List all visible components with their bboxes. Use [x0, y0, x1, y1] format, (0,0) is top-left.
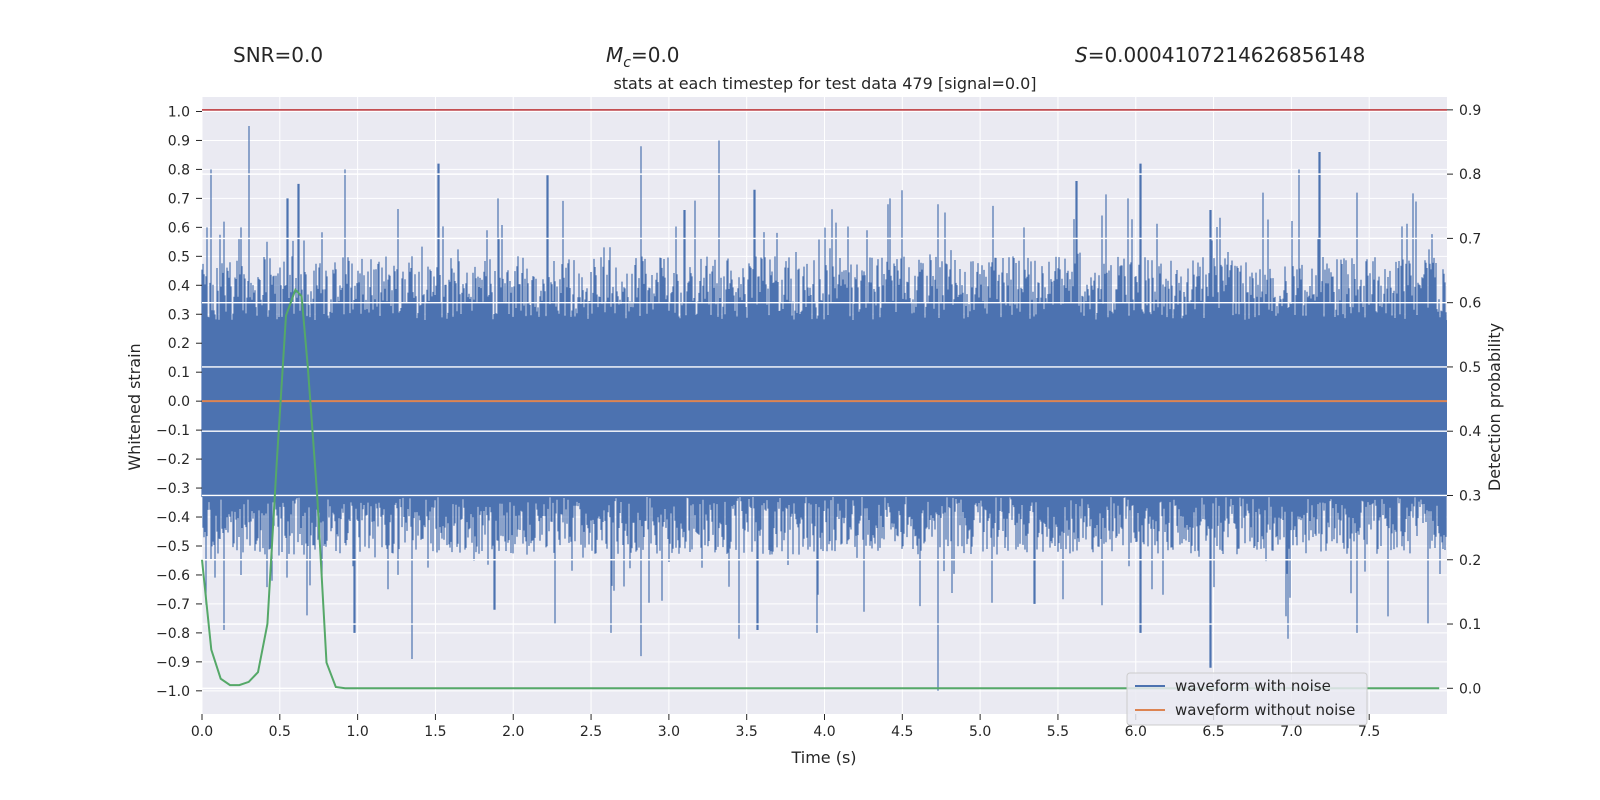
y-right-tick-label: 0.5 [1459, 360, 1481, 376]
x-tick-label: 7.5 [1358, 724, 1380, 740]
x-tick-label: 6.0 [1125, 724, 1147, 740]
legend: waveform with noise waveform without noi… [1126, 672, 1368, 726]
y-left-tick-label: −1.0 [156, 684, 190, 700]
chirp-mass-subscript: c [623, 55, 631, 71]
x-tick-label: 0.0 [191, 724, 213, 740]
y-right-tick-label: 0.0 [1459, 681, 1481, 697]
y-right-tick-label: 0.3 [1459, 488, 1481, 504]
y-left-tick-label: −0.3 [156, 481, 190, 497]
y-left-tick-label: 0.7 [168, 191, 190, 207]
y-left-tick-label: 0.3 [168, 307, 190, 323]
y-left-tick-label: 0.6 [168, 220, 190, 236]
y-left-tick-label: −0.2 [156, 452, 190, 468]
x-tick-label: 4.0 [813, 724, 835, 740]
y-left-tick-label: −0.5 [156, 539, 190, 555]
legend-box [1126, 672, 1368, 726]
s-value: =0.0004107214626856148 [1088, 43, 1366, 67]
x-axis: 0.0 0.5 1.0 1.5 2.0 2.5 3.0 3.5 4.0 4.5 5.0 5.5 6.0 6… [191, 714, 1380, 740]
chirp-mass-symbol: M [606, 43, 623, 67]
y-left-tick-label: −0.9 [156, 655, 190, 671]
y-axis-right: 0.9 0.8 0.7 0.6 0.5 0.4 0.3 0.2 0.1 0.0 [1447, 103, 1481, 697]
x-tick-label: 2.0 [502, 724, 524, 740]
y-axis-left-label: Whitened strain [125, 343, 144, 470]
chirp-mass-stat: Mc=0.0 [606, 43, 680, 71]
chirp-mass-value: =0.0 [631, 43, 680, 67]
snr-stat: SNR=0.0 [233, 43, 323, 67]
x-tick-label: 3.5 [736, 724, 758, 740]
noise-waveform-series [201, 126, 1447, 691]
y-left-tick-label: 0.4 [168, 278, 190, 294]
y-left-tick-label: 0.0 [168, 394, 190, 410]
y-left-tick-label: −0.8 [156, 626, 190, 642]
y-left-tick-label: 0.9 [168, 133, 190, 149]
x-tick-label: 5.0 [969, 724, 991, 740]
y-right-tick-label: 0.8 [1459, 167, 1481, 183]
x-tick-label: 7.0 [1280, 724, 1302, 740]
probability-line [201, 287, 1440, 690]
y-right-tick-label: 0.4 [1459, 424, 1481, 440]
x-tick-label: 5.5 [1047, 724, 1069, 740]
y-right-tick-label: 0.2 [1459, 553, 1481, 569]
probability-series [201, 287, 1440, 690]
x-tick-label: 4.5 [891, 724, 913, 740]
x-axis-label: Time (s) [790, 748, 856, 767]
y-right-tick-label: 0.7 [1459, 231, 1481, 247]
y-right-tick-label: 0.1 [1459, 617, 1481, 633]
x-tick-label: 6.5 [1202, 724, 1224, 740]
y-left-tick-label: −0.7 [156, 597, 190, 613]
x-tick-label: 1.5 [424, 724, 446, 740]
y-right-tick-label: 0.9 [1459, 103, 1481, 119]
y-left-tick-label: −0.1 [156, 423, 190, 439]
legend-label-noise: waveform with noise [1175, 677, 1331, 695]
legend-label-clean: waveform without noise [1175, 701, 1355, 719]
y-left-tick-label: 1.0 [168, 104, 190, 120]
chart-title: stats at each timestep for test data 479… [613, 74, 1036, 93]
s-symbol: S [1075, 43, 1088, 67]
y-axis-left: 1.0 0.9 0.8 0.7 0.6 0.5 0.4 0.3 0.2 0.1 0.0 −0.1 −0.… [156, 104, 202, 700]
x-tick-label: 0.5 [269, 724, 291, 740]
y-left-tick-label: 0.1 [168, 365, 190, 381]
y-left-tick-label: 0.5 [168, 249, 190, 265]
s-stat: S=0.0004107214626856148 [1075, 43, 1365, 67]
x-tick-label: 1.0 [346, 724, 368, 740]
x-tick-label: 3.0 [658, 724, 680, 740]
y-left-tick-label: 0.2 [168, 336, 190, 352]
y-left-tick-label: −0.4 [156, 510, 190, 526]
y-axis-right-label: Detection probability [1485, 323, 1504, 491]
y-left-tick-label: −0.6 [156, 568, 190, 584]
noise-waveform-core [202, 320, 1447, 497]
y-left-tick-label: 0.8 [168, 162, 190, 178]
x-tick-label: 2.5 [580, 724, 602, 740]
y-right-tick-label: 0.6 [1459, 296, 1481, 312]
